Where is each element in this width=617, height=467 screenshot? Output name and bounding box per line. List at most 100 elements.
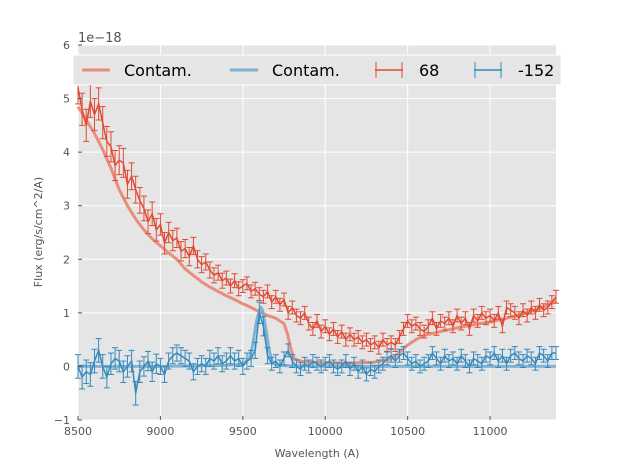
errorbar-68 xyxy=(103,125,110,157)
errorbar-152 xyxy=(182,349,189,367)
errorbar-68 xyxy=(297,311,304,326)
errorbar-68 xyxy=(219,272,226,289)
errorbar-152 xyxy=(404,351,411,366)
errorbar-152 xyxy=(499,348,506,363)
errorbar-68 xyxy=(145,209,152,235)
errorbar-152 xyxy=(388,348,395,363)
errorbar-152 xyxy=(264,347,271,365)
errorbar-68 xyxy=(367,338,374,352)
y-tick-label: 4 xyxy=(63,146,70,159)
errorbar-68 xyxy=(429,311,436,326)
x-tick-label: 11000 xyxy=(473,425,508,438)
errorbar-68 xyxy=(314,313,320,328)
errorbar-68 xyxy=(478,305,485,320)
errorbar-68 xyxy=(342,332,349,347)
errorbar-152 xyxy=(445,354,452,368)
errorbar-68 xyxy=(388,335,395,350)
errorbar-68 xyxy=(330,322,337,336)
errorbar-152 xyxy=(367,362,374,377)
y-tick-label: 5 xyxy=(63,93,70,106)
errorbar-68 xyxy=(462,311,469,326)
errorbar-68 xyxy=(515,311,522,326)
errorbar-152 xyxy=(491,346,498,360)
errorbar-152 xyxy=(103,365,110,389)
errorbar-152 xyxy=(289,354,296,368)
errorbar-152 xyxy=(400,346,407,360)
errorbar-68 xyxy=(355,330,362,344)
errorbar-152 xyxy=(252,341,259,359)
errorbar-68 xyxy=(334,330,341,344)
errorbar-152 xyxy=(165,352,172,370)
errorbar-152 xyxy=(87,362,94,387)
errorbar-68 xyxy=(285,305,292,320)
errorbar-152 xyxy=(474,354,481,368)
errorbar-152 xyxy=(198,355,205,373)
errorbar-68 xyxy=(190,236,197,255)
errorbar-152 xyxy=(186,352,193,370)
errorbar-68 xyxy=(256,287,263,302)
errorbar-68 xyxy=(252,281,259,296)
errorbar-152 xyxy=(520,354,527,368)
x-axis-label: Wavelength (A) xyxy=(275,447,360,460)
errorbar-152 xyxy=(441,348,448,363)
errorbar-68 xyxy=(128,162,135,191)
errorbar-152 xyxy=(425,354,432,368)
errorbar-68 xyxy=(169,229,176,252)
errorbar-152 xyxy=(281,351,288,366)
errorbar-68 xyxy=(495,305,502,320)
errorbar-152 xyxy=(260,316,267,337)
errorbar-152 xyxy=(190,363,197,381)
errorbar-68 xyxy=(95,87,102,121)
errorbar-68 xyxy=(359,335,366,350)
errorbar-68 xyxy=(536,297,543,312)
errorbar-152 xyxy=(124,355,131,378)
errorbar-152 xyxy=(178,347,185,365)
errorbar-152 xyxy=(227,347,234,365)
errorbar-68 xyxy=(79,92,86,126)
errorbar-152 xyxy=(91,348,98,374)
errorbar-152 xyxy=(120,360,127,383)
errorbar-152 xyxy=(235,349,242,367)
y-tick-label: 2 xyxy=(63,253,70,266)
errorbar-152 xyxy=(396,348,403,363)
legend-label: Contam. xyxy=(124,61,192,80)
errorbar-68 xyxy=(553,289,559,304)
legend: Contam. Contam. 68 -152 xyxy=(72,54,562,86)
legend-entry-4: -152 xyxy=(474,61,554,80)
errorbar-152 xyxy=(157,357,164,375)
errorbar-68 xyxy=(186,247,193,267)
legend-label: 68 xyxy=(419,61,439,80)
errorbar-68 xyxy=(112,150,119,182)
errorbar-152 xyxy=(202,357,209,375)
errorbar-152 xyxy=(276,359,283,374)
errorbar-68 xyxy=(107,131,114,163)
errorbar-152 xyxy=(355,364,362,379)
errorbar-68 xyxy=(223,270,230,286)
errorbar-68 xyxy=(412,316,419,331)
x-tick-label: 10500 xyxy=(390,425,425,438)
errorbar-152 xyxy=(314,356,320,371)
errorbar-68 xyxy=(487,308,494,323)
errorbar-68 xyxy=(441,316,448,331)
errorbar-68 xyxy=(544,300,551,315)
errorbar-68 xyxy=(239,279,246,293)
errorbar-152 xyxy=(346,362,353,377)
errorbar-68 xyxy=(227,278,234,294)
errorbar-68 xyxy=(507,303,514,318)
errorbar-68 xyxy=(289,300,296,315)
errorbar-152 xyxy=(116,349,123,373)
errorbar-152 xyxy=(458,348,465,363)
errorbar-152 xyxy=(334,362,341,377)
contam-line-1 xyxy=(76,105,557,365)
errorbar-152 xyxy=(149,361,156,382)
errorbar-68 xyxy=(417,322,424,336)
errorbar-68 xyxy=(153,218,160,242)
errorbar-68 xyxy=(458,316,465,331)
errorbar-68 xyxy=(540,303,547,318)
errorbar-152 xyxy=(297,362,304,377)
y-offset-label: 1e−18 xyxy=(78,31,122,46)
errorbar-68 xyxy=(454,308,461,323)
errorbar-152 xyxy=(524,348,531,363)
errorbar-152 xyxy=(107,352,114,375)
